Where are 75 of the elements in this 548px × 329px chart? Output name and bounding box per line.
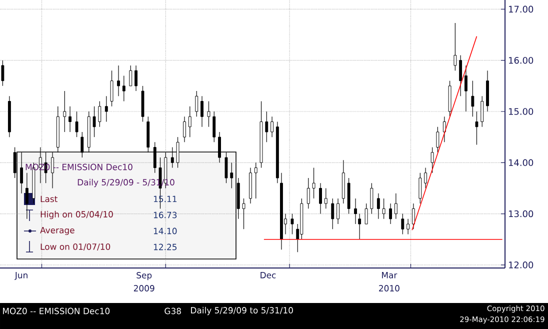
- annotation: High on 05/04/10: [40, 210, 113, 220]
- candlestick: [265, 111, 268, 142]
- candlestick: [92, 106, 96, 138]
- candlestick: [370, 182, 374, 214]
- annotation: Last: [40, 196, 58, 202]
- candlestick: [98, 100, 102, 128]
- text: 2009: [134, 285, 154, 292]
- y-tick-label: 12.00: [509, 262, 534, 268]
- annotation: 16.73: [154, 212, 177, 218]
- candlestick: [401, 213, 404, 235]
- candlestick: [25, 172, 28, 220]
- y-tick-label: 17.00: [509, 6, 534, 13]
- x-tick-label: Jun: [14, 272, 28, 280]
- candlestick: [464, 65, 468, 112]
- candlestick: [336, 198, 340, 224]
- annotation: 12.25: [154, 244, 177, 250]
- annotation: Low on 01/07/10: [40, 243, 110, 251]
- candlestick: [418, 172, 422, 204]
- candlestick: [430, 147, 434, 174]
- candlestick: [68, 106, 72, 132]
- candlestick: [134, 65, 138, 92]
- y-tick-label: 14.00: [509, 159, 534, 166]
- candlestick: [195, 90, 198, 117]
- candlestick: [376, 193, 380, 220]
- candlestick: [364, 203, 368, 224]
- text: 2010: [379, 285, 400, 292]
- candlestick: [212, 111, 216, 142]
- candlestick: [207, 100, 210, 128]
- annotation: 14.10: [154, 228, 177, 234]
- candlestick: [442, 116, 446, 142]
- candlestick: [270, 116, 274, 138]
- candlestick: [436, 126, 440, 153]
- x-tick-label: Mar: [382, 272, 398, 278]
- candlestick: [454, 22, 457, 71]
- text: Daily 5/29/09 to 5/31/10: [191, 306, 293, 316]
- y-tick-label: 16.00: [509, 56, 534, 64]
- candlestick: [200, 96, 204, 128]
- y-tick-label: 15.00: [509, 108, 534, 115]
- annotation: Average: [40, 227, 74, 235]
- candlestick: [188, 106, 192, 138]
- candlestick: [406, 218, 410, 235]
- candlestick: [459, 54, 462, 96]
- candlestick: [394, 193, 398, 220]
- y-tick-label: 13.00: [509, 210, 534, 218]
- candlestick: [63, 90, 66, 132]
- candlestick: [389, 203, 392, 224]
- x-tick-label: Dec: [260, 272, 276, 278]
- candlestick: [290, 213, 294, 235]
- candlestick: [117, 65, 120, 96]
- candlestick: [75, 111, 78, 138]
- candlestick: [230, 162, 234, 189]
- candlestick: [331, 198, 334, 230]
- candlestick: [129, 65, 132, 86]
- candlestick: [471, 80, 474, 117]
- text: MOZ0 -- EMISSION Dec10: [3, 308, 110, 314]
- candlestick: [480, 96, 484, 128]
- x-tick-label: Sep: [136, 272, 152, 280]
- candlestick: [242, 198, 246, 230]
- candlestick: [312, 167, 316, 199]
- candlestick: [110, 70, 114, 107]
- text: G38: [164, 308, 181, 314]
- candlestick: [324, 188, 328, 209]
- candlestick: [254, 162, 258, 199]
- candlestick: [354, 198, 357, 224]
- candlestick: [104, 96, 108, 122]
- candlestick: [319, 182, 322, 214]
- candlestick: [183, 116, 186, 142]
- candlestick: [1, 60, 4, 86]
- candlestick: [306, 178, 310, 209]
- candlestick: [424, 167, 428, 189]
- candlestick: [122, 75, 126, 102]
- candlestick: [412, 203, 415, 230]
- candlestick: [475, 111, 478, 146]
- candlestick: [358, 213, 362, 240]
- candlestick: [382, 198, 386, 220]
